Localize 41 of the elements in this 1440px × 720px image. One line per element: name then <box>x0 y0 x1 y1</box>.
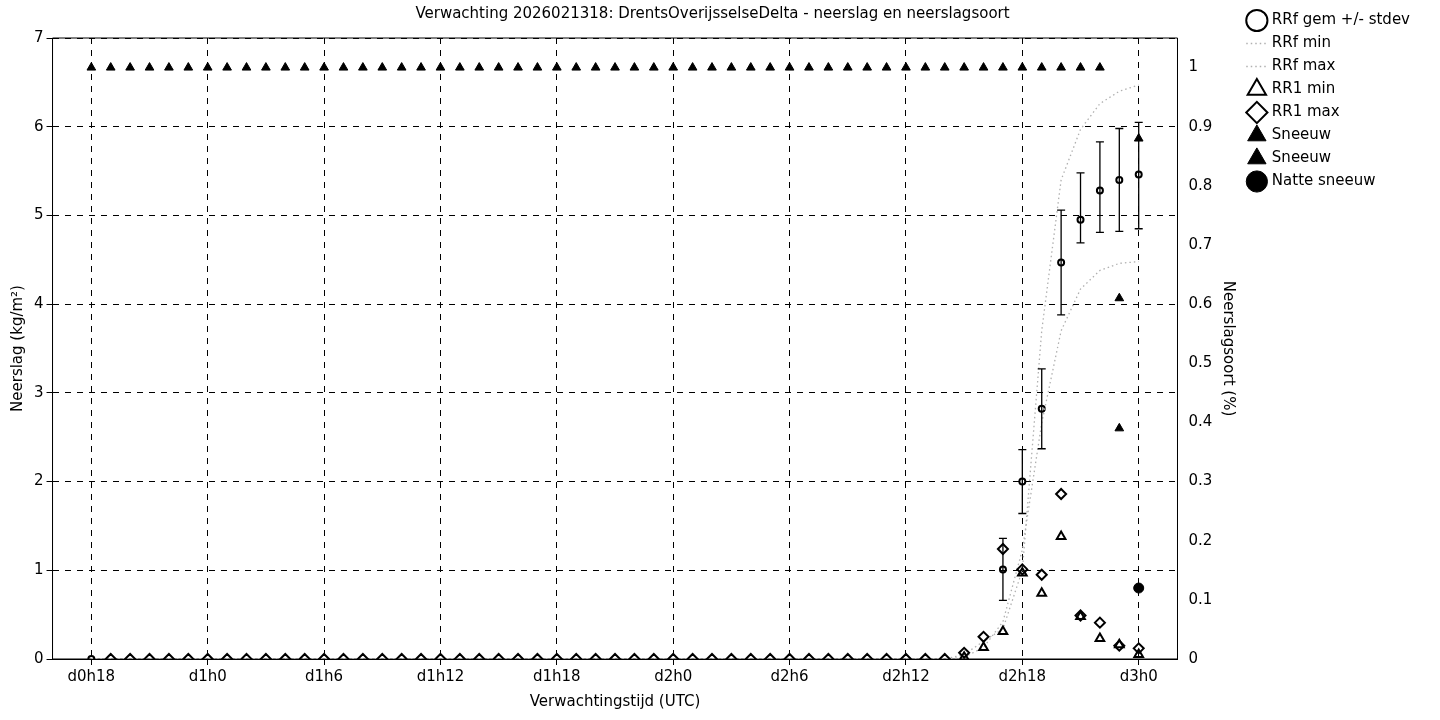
y-tick-label: 5 <box>34 205 44 224</box>
y2-tick-label: 0.9 <box>1188 116 1213 135</box>
y2-tick-label: 1 <box>1188 57 1199 76</box>
y-axis-title: Neerslag (kg/m²) <box>7 285 26 412</box>
x-tick-label: d2h18 <box>998 666 1047 685</box>
y2-tick-label: 0.4 <box>1188 412 1213 431</box>
y2-tick-label: 0.5 <box>1188 353 1213 372</box>
y2-tick-label: 0.2 <box>1188 530 1213 549</box>
x-tick-label: d2h6 <box>770 666 809 685</box>
legend-label: RRf min <box>1271 33 1332 52</box>
y2-tick-label: 0 <box>1188 648 1199 667</box>
legend-label: RR1 max <box>1271 102 1340 121</box>
y-tick-label: 0 <box>34 648 44 667</box>
y-tick-label: 6 <box>34 116 44 135</box>
x-tick-label: d2h0 <box>654 666 693 685</box>
y-tick-label: 2 <box>34 471 44 490</box>
legend-label: Sneeuw <box>1271 125 1332 144</box>
x-tick-label: d2h12 <box>882 666 930 685</box>
x-tick-label: d1h18 <box>533 666 581 685</box>
y-tick-label: 1 <box>34 560 44 579</box>
legend-label: RRf gem +/- stdev <box>1271 10 1411 29</box>
y-tick-label: 4 <box>34 294 44 313</box>
x-tick-label: d3h0 <box>1119 666 1158 685</box>
y2-tick-label: 0.7 <box>1188 234 1213 253</box>
y2-tick-label: 0.6 <box>1188 294 1213 313</box>
y2-tick-label: 0.3 <box>1188 471 1213 490</box>
legend-label: Natte sneeuw <box>1271 171 1376 190</box>
y2-tick-label: 0.1 <box>1188 589 1213 608</box>
x-axis-title: Verwachtingstijd (UTC) <box>529 691 701 710</box>
x-tick-label: d0h18 <box>67 666 116 685</box>
y2-axis-title: Neerslagsoort (%) <box>1220 280 1239 417</box>
legend-label: RRf max <box>1271 56 1336 75</box>
x-tick-label: d1h6 <box>305 666 344 685</box>
y-tick-label: 7 <box>34 27 44 46</box>
legend-label: Sneeuw <box>1271 148 1332 167</box>
x-tick-label: d1h0 <box>188 666 227 685</box>
y2-tick-label: 0.8 <box>1188 175 1213 194</box>
legend-label: RR1 min <box>1271 79 1336 98</box>
y-tick-label: 3 <box>34 382 44 401</box>
x-tick-label: d1h12 <box>416 666 465 685</box>
chart-title: Verwachting 2026021318: DrentsOverijsselseDelta - neerslag en neerslagsoort <box>415 3 1010 22</box>
